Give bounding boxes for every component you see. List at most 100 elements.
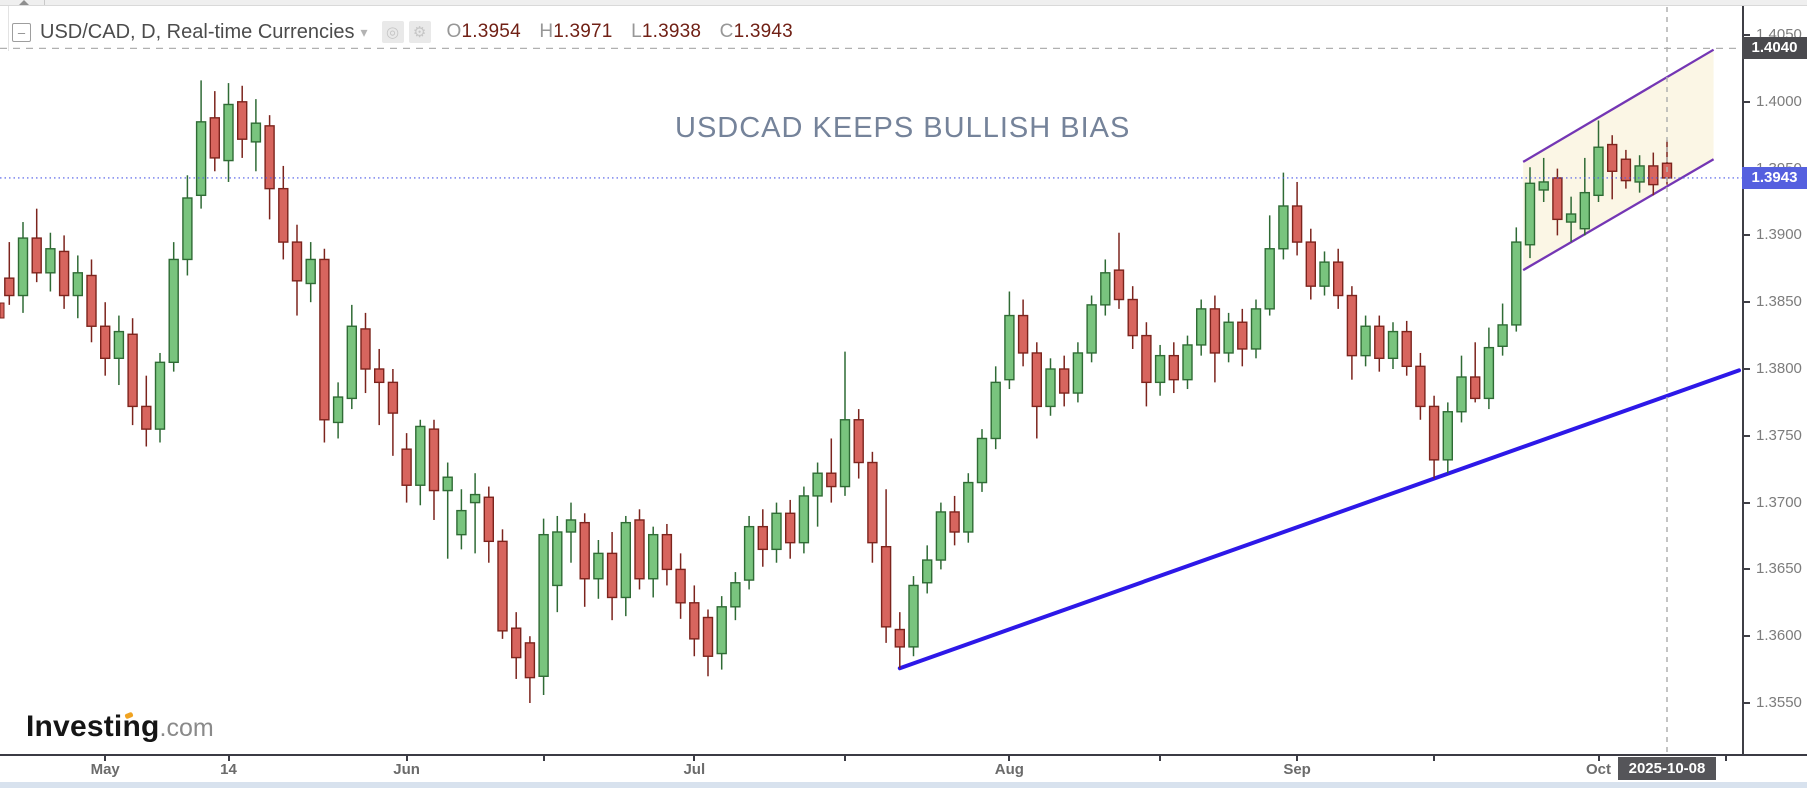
price-axis-label: 1.4000 <box>1756 92 1802 110</box>
chart-title-annotation: USDCAD KEEPS BULLISH BIAS <box>675 112 1131 144</box>
candle-body <box>1483 346 1495 400</box>
candle-body <box>1127 298 1138 337</box>
candle <box>839 351 851 496</box>
candle-body <box>1045 368 1056 408</box>
candle-body <box>72 272 84 297</box>
candle-body <box>1606 143 1618 172</box>
ohlc-readout: O1.3954 H1.3971 L1.3938 C1.3943 <box>447 21 806 43</box>
candle <box>606 531 618 621</box>
candle <box>469 473 481 554</box>
left-edge-divider <box>8 5 9 51</box>
candle-body <box>1415 365 1426 408</box>
price-tick <box>1744 100 1750 103</box>
candle-body <box>853 419 864 464</box>
candle <box>415 419 426 506</box>
candle-body <box>606 552 618 599</box>
candle <box>1045 358 1056 416</box>
candle <box>1100 259 1111 316</box>
candle-body <box>346 325 357 400</box>
candle <box>99 302 111 376</box>
symbol-title[interactable]: USD/CAD, D, Real-time Currencies <box>40 20 355 43</box>
candle-body <box>1387 330 1399 360</box>
time-tick <box>1597 756 1600 761</box>
candle <box>743 515 755 590</box>
candle-body <box>1017 314 1029 354</box>
candle <box>291 224 303 316</box>
time-axis[interactable]: May 14 Jun Jul Aug Sep Oct <box>0 756 1807 782</box>
candle <box>1237 308 1248 367</box>
candle <box>1374 315 1385 372</box>
candle-body <box>483 496 494 543</box>
candle-body <box>771 512 782 551</box>
price-tick <box>1744 702 1750 704</box>
top-scrollbar[interactable] <box>0 0 1807 6</box>
scroll-up-arrow-icon[interactable] <box>19 0 29 5</box>
candle-body <box>1346 294 1358 357</box>
price-axis-label: 1.3750 <box>1756 426 1802 444</box>
candle-body <box>360 328 371 370</box>
candle-body <box>1538 181 1549 191</box>
price-axis-label: 1.3600 <box>1756 627 1802 645</box>
candle-body <box>538 533 549 677</box>
candle-body <box>1524 182 1536 246</box>
candle-body <box>1332 261 1344 297</box>
candle-body <box>45 248 56 274</box>
candle-body <box>1168 354 1180 381</box>
candle <box>1538 157 1549 202</box>
candle <box>648 526 659 598</box>
candle-body <box>305 258 316 285</box>
candle <box>826 438 837 503</box>
candle <box>72 255 84 319</box>
candle <box>620 515 631 617</box>
candle <box>1113 232 1125 309</box>
candle <box>346 304 357 410</box>
candle <box>853 409 864 479</box>
candle-body <box>1442 411 1454 461</box>
candle <box>45 232 56 292</box>
candle-body <box>1497 324 1508 347</box>
investing-com-logo: Investing.com <box>26 710 214 744</box>
candle <box>428 419 440 520</box>
channel-upper-line[interactable] <box>1522 48 1715 163</box>
candle-body <box>565 519 577 533</box>
candle-body <box>319 258 330 421</box>
candle-body <box>1634 165 1645 183</box>
candle <box>1072 342 1084 403</box>
candle-body <box>785 512 796 544</box>
candle <box>195 80 207 209</box>
candle <box>1278 172 1289 260</box>
candle-body <box>1086 304 1097 354</box>
time-tick <box>693 756 696 761</box>
price-tick <box>1744 301 1750 304</box>
candle <box>223 83 234 182</box>
candle-body <box>99 325 111 360</box>
candle <box>593 540 604 599</box>
candle <box>1634 155 1645 193</box>
candle <box>264 115 275 220</box>
time-tick <box>1159 756 1162 761</box>
candle-body <box>31 237 42 274</box>
open-value: 1.3954 <box>461 21 521 42</box>
candle <box>976 429 988 492</box>
candle-body <box>839 419 851 488</box>
candle <box>1141 322 1152 407</box>
candle <box>1209 295 1221 383</box>
collapse-icon[interactable]: – <box>12 22 31 42</box>
partial-candle <box>0 302 5 319</box>
hollow-circle-icon[interactable]: ◎ <box>381 21 404 43</box>
gear-icon[interactable]: ⚙ <box>408 21 431 43</box>
price-axis[interactable]: 1.40501.40001.39501.39001.38501.38001.37… <box>1742 5 1807 755</box>
candle <box>31 208 42 283</box>
support-trendline[interactable] <box>897 368 1741 671</box>
candle-body <box>511 627 522 659</box>
candle <box>1250 299 1262 359</box>
candle <box>182 175 193 276</box>
candle <box>1415 352 1426 420</box>
candle <box>1182 335 1193 390</box>
candle-body <box>922 559 933 584</box>
chevron-down-icon[interactable]: ▾ <box>360 23 368 40</box>
price-axis-label: 1.3800 <box>1756 360 1802 377</box>
candle <box>1524 167 1536 259</box>
channel-lower-line[interactable] <box>1522 158 1715 272</box>
